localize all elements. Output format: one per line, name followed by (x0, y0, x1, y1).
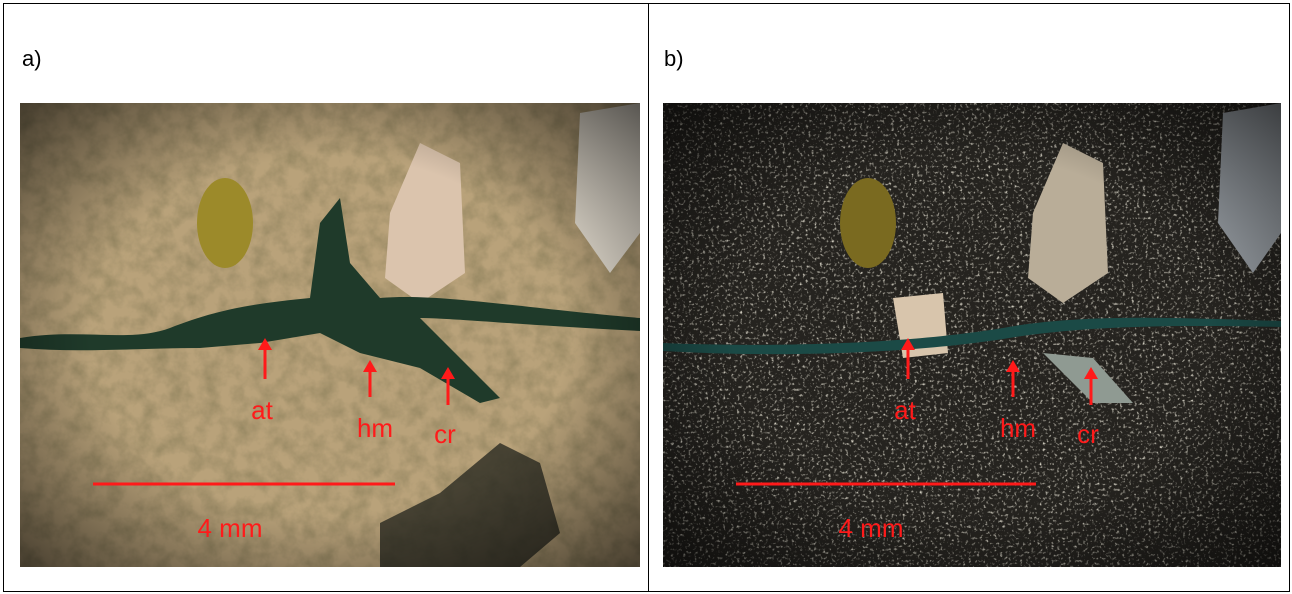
panel-label: b) (664, 46, 684, 72)
cell-divider (648, 3, 649, 591)
annotation: cr (434, 419, 456, 449)
annotation: cr (1077, 419, 1099, 449)
scale-bar-label: 4 mm (198, 513, 263, 543)
annotation: hm (357, 413, 393, 443)
micrograph-ppl: at hm cr 4 mm (20, 103, 640, 567)
scale-bar-label: 4 mm (839, 513, 904, 543)
annotation: at (894, 395, 916, 425)
panel-label: a) (22, 46, 42, 72)
annotation: at (251, 395, 273, 425)
figure: a) b) at hm cr 4 (0, 0, 1292, 594)
micrograph-xpl: at hm cr 4 mm (662, 103, 1282, 567)
annotation: hm (1000, 413, 1036, 443)
